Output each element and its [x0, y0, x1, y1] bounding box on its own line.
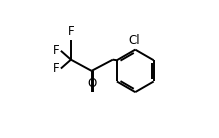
Text: O: O	[87, 77, 96, 90]
Text: F: F	[53, 44, 59, 57]
Text: Cl: Cl	[128, 34, 140, 47]
Text: F: F	[68, 25, 74, 38]
Text: F: F	[53, 62, 59, 75]
